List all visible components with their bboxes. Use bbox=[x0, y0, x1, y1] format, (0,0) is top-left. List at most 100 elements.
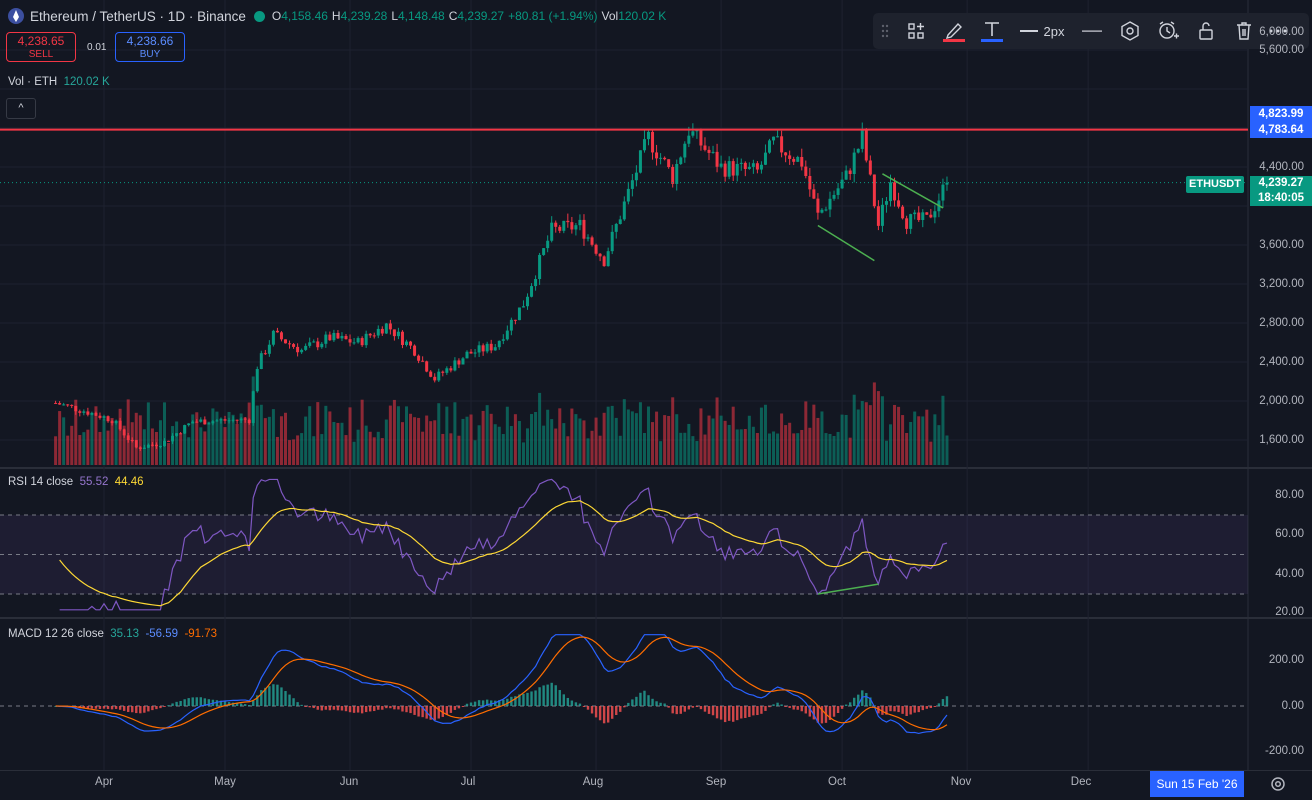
macd-histogram-bar bbox=[312, 706, 315, 709]
buy-button[interactable]: 4,238.66 BUY bbox=[115, 32, 185, 62]
settings-gear-icon[interactable] bbox=[1268, 774, 1290, 794]
macd-histogram-bar bbox=[534, 690, 537, 706]
macd-axis-label: 0.00 bbox=[1281, 700, 1304, 712]
close-key: C bbox=[448, 9, 458, 23]
candle-body bbox=[473, 352, 477, 354]
candle-body bbox=[739, 162, 743, 164]
line-color-icon[interactable] bbox=[935, 13, 973, 49]
volume-bar bbox=[429, 421, 433, 465]
candle-body bbox=[102, 416, 106, 418]
candle-body bbox=[167, 440, 171, 442]
macd-legend[interactable]: MACD 12 26 close 35.13 -56.59 -91.73 bbox=[8, 628, 217, 640]
line-style-icon[interactable] bbox=[1073, 13, 1111, 49]
volume-bar bbox=[199, 427, 203, 465]
macd-histogram-bar bbox=[481, 700, 485, 706]
macd-histogram-bar bbox=[594, 706, 598, 718]
candle-body bbox=[308, 342, 312, 346]
macd-histogram-bar bbox=[921, 706, 924, 711]
candle-body bbox=[558, 226, 562, 231]
volume-bar bbox=[546, 409, 550, 465]
macd-histogram-bar bbox=[381, 706, 384, 710]
candle-body bbox=[812, 189, 816, 199]
volume-bar bbox=[223, 427, 227, 465]
macd-hist-value: 35.13 bbox=[110, 628, 140, 640]
volume-bar bbox=[699, 408, 703, 465]
volume-bar bbox=[897, 406, 901, 465]
candle-body bbox=[396, 331, 400, 337]
candle-body bbox=[792, 158, 796, 162]
macd-histogram-bar bbox=[179, 700, 182, 706]
candle-body bbox=[542, 248, 546, 255]
macd-histogram-bar bbox=[756, 706, 759, 716]
sell-button[interactable]: 4,238.65 SELL bbox=[6, 32, 76, 62]
volume-bar bbox=[606, 406, 610, 465]
symbol-title[interactable]: Ethereum / TetherUS · 1D · Binance bbox=[30, 8, 246, 24]
text-color-icon[interactable] bbox=[973, 13, 1011, 49]
candle-body bbox=[864, 130, 868, 161]
collapse-legend-button[interactable]: ^ bbox=[6, 98, 36, 119]
rsi-legend[interactable]: RSI 14 close 55.52 44.46 bbox=[8, 476, 144, 488]
volume-bar bbox=[74, 399, 78, 465]
countdown-tag: 18:40:05 bbox=[1250, 191, 1312, 206]
macd-histogram-bar bbox=[433, 706, 436, 721]
candle-body bbox=[235, 419, 239, 421]
candle-body bbox=[388, 323, 392, 330]
macd-histogram-bar bbox=[445, 706, 449, 715]
volume-bar bbox=[114, 422, 118, 465]
volume-bar bbox=[574, 414, 578, 465]
macd-histogram-bar bbox=[223, 701, 227, 706]
candle-body bbox=[562, 220, 566, 231]
candle-body bbox=[425, 361, 429, 372]
templates-icon[interactable] bbox=[897, 13, 935, 49]
macd-histogram-bar bbox=[243, 704, 247, 706]
volume-bar bbox=[122, 425, 126, 465]
candle-body bbox=[449, 368, 453, 371]
volume-bar bbox=[868, 405, 872, 465]
macd-histogram-bar bbox=[844, 704, 848, 706]
macd-histogram-bar bbox=[639, 692, 642, 706]
volume-bar bbox=[647, 406, 650, 465]
time-axis[interactable] bbox=[0, 770, 1312, 800]
volume-bar bbox=[739, 429, 743, 465]
macd-histogram-bar bbox=[110, 706, 114, 710]
chevron-up-icon: ^ bbox=[18, 102, 24, 114]
volume-bar bbox=[651, 422, 655, 465]
candle-body bbox=[594, 244, 598, 254]
volume-bar bbox=[828, 433, 832, 465]
macd-histogram-bar bbox=[264, 687, 267, 706]
candle-body bbox=[352, 342, 356, 344]
volume-bar bbox=[844, 414, 848, 465]
volume-bar bbox=[461, 418, 465, 465]
macd-histogram-bar bbox=[449, 706, 453, 713]
candle-body bbox=[336, 332, 340, 339]
macd-histogram-bar bbox=[465, 703, 469, 706]
macd-histogram-bar bbox=[554, 685, 557, 706]
lock-icon[interactable] bbox=[1187, 13, 1225, 49]
macd-histogram-bar bbox=[760, 706, 763, 714]
trash-icon[interactable] bbox=[1225, 13, 1263, 49]
drag-handle-icon[interactable] bbox=[873, 13, 897, 49]
ethereum-logo-icon bbox=[8, 8, 24, 24]
volume-bar bbox=[655, 411, 659, 465]
volume-bar bbox=[792, 433, 796, 465]
volume-bar bbox=[925, 409, 929, 465]
macd-histogram-bar bbox=[703, 706, 707, 712]
line-width-selector[interactable]: 2px bbox=[1011, 13, 1073, 49]
macd-histogram-bar bbox=[558, 690, 561, 706]
candle-body bbox=[70, 404, 74, 406]
volume-bar bbox=[142, 429, 146, 465]
candle-body bbox=[477, 345, 481, 353]
volume-bar bbox=[832, 435, 836, 465]
macd-histogram-bar bbox=[86, 706, 90, 709]
more-icon[interactable] bbox=[1263, 13, 1293, 49]
settings-icon[interactable] bbox=[1111, 13, 1149, 49]
volume-legend[interactable]: Vol · ETH 120.02 K bbox=[8, 76, 110, 88]
macd-histogram-bar bbox=[723, 706, 727, 723]
macd-histogram-bar bbox=[485, 699, 489, 706]
alert-icon[interactable] bbox=[1149, 13, 1187, 49]
macd-histogram-bar bbox=[542, 685, 545, 706]
macd-histogram-bar bbox=[457, 706, 461, 709]
candle-body bbox=[203, 419, 207, 425]
volume-bar bbox=[102, 418, 106, 465]
